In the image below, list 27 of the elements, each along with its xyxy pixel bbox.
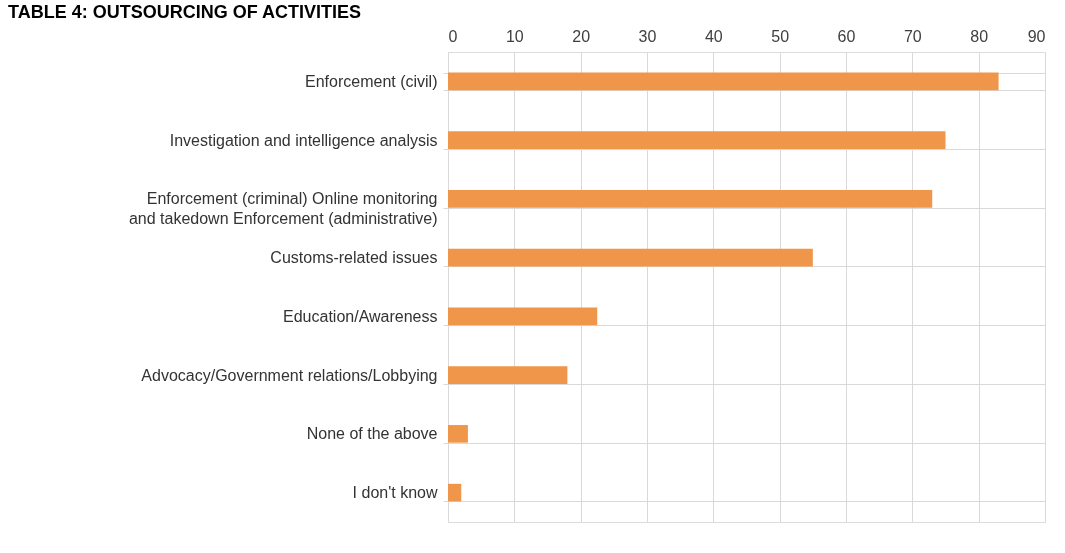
y-tick-label: Investigation and intelligence analysis (169, 131, 438, 149)
bar (448, 307, 598, 326)
bar (448, 190, 933, 208)
bar (448, 483, 462, 502)
y-tick-label: Education/Awareness (283, 307, 438, 325)
y-tick-label: Customs-related issues (270, 249, 438, 267)
x-tick-label: 80 (970, 27, 989, 45)
x-tick-label: 0 (448, 27, 458, 45)
bar (448, 248, 813, 267)
bar (448, 366, 568, 384)
x-tick-label: 70 (903, 27, 922, 45)
y-tick-label: Enforcement (criminal) Online monitoring and takedown Enforcement (administrative) (128, 190, 438, 228)
bar (448, 425, 468, 443)
y-tick-label: I don't know (352, 484, 438, 502)
y-tick-label: Enforcement (civil) (305, 72, 438, 90)
x-tick-label: 40 (704, 27, 723, 45)
y-tick-label: Advocacy/Government relations/Lobbying (141, 366, 438, 384)
bar (448, 131, 946, 149)
x-tick-label: 50 (771, 27, 790, 45)
x-tick-label: 30 (638, 27, 657, 45)
bar (448, 72, 999, 91)
text: TABLE 4: OUTSOURCING OF ACTIVITIES (8, 2, 362, 22)
x-tick-label: 90 (1027, 27, 1046, 45)
x-tick-label: 60 (837, 27, 856, 45)
y-tick-label: None of the above (306, 425, 438, 443)
x-tick-label: 20 (572, 27, 591, 45)
x-tick-label: 10 (505, 27, 524, 45)
